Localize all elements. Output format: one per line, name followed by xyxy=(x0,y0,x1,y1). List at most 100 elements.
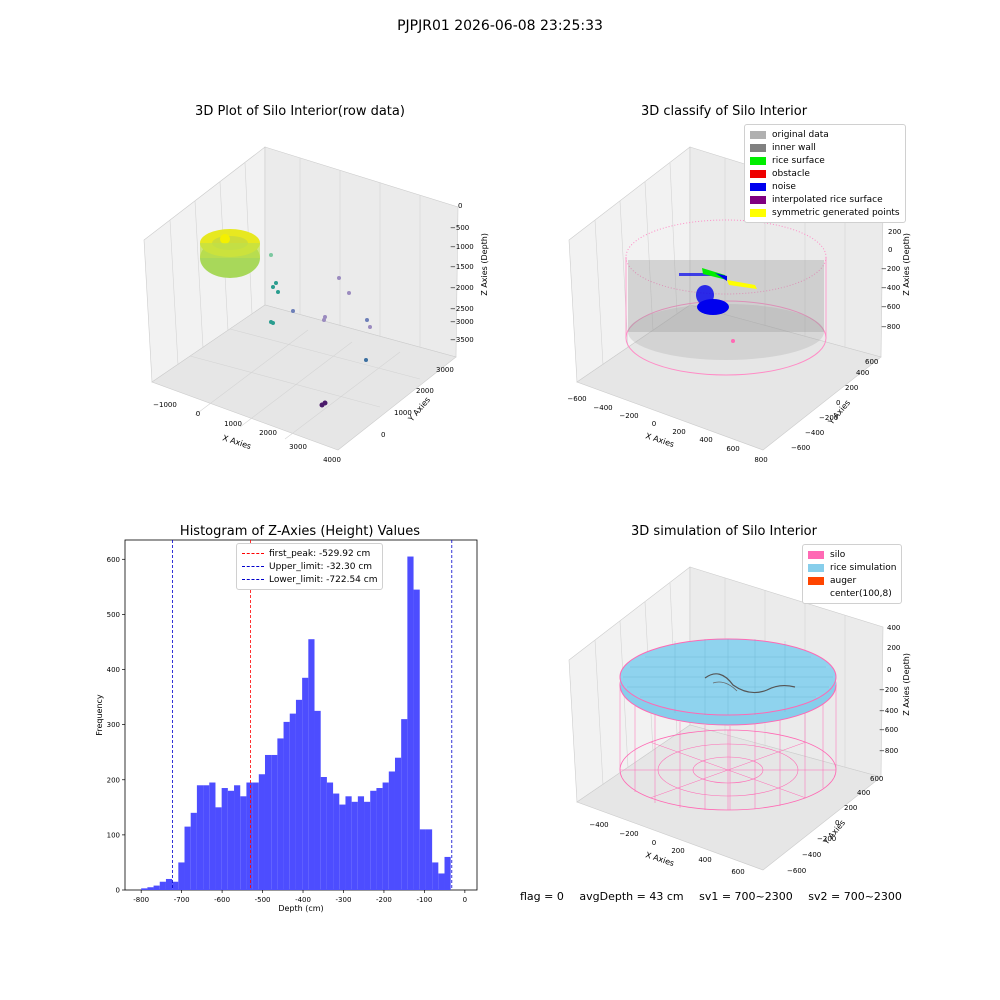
classify-xtick: 800 xyxy=(754,456,767,464)
histogram-ytick-label: 0 xyxy=(116,887,120,895)
simulation-xtick: 0 xyxy=(652,839,656,847)
simulation-plot-title: 3D simulation of Silo Interior xyxy=(631,524,817,539)
classify-ztick: −200 xyxy=(881,265,900,273)
simulation-axis-ticks: −400 −200 0 200 400 600 −600 −400 −200 0… xyxy=(589,624,900,876)
avg-depth-readout: avgDepth = 43 cm xyxy=(579,890,684,903)
histogram-bar xyxy=(326,782,334,890)
raw-xtick: 4000 xyxy=(323,456,341,464)
histogram-bar xyxy=(277,738,284,890)
simulation-xtick: 400 xyxy=(698,856,711,864)
raw-xtick: 3000 xyxy=(289,443,307,451)
simulation-zlabel: Z Axies (Depth) xyxy=(902,653,911,716)
simulation-legend: silo rice simulation auger center(100,8) xyxy=(802,544,903,604)
legend-entry: auger xyxy=(808,574,896,587)
histogram-xtick-label: 0 xyxy=(463,896,467,904)
histogram-bar xyxy=(444,856,451,890)
raw-3d-plot: −1000 0 1000 2000 3000 4000 0 1000 2000 … xyxy=(143,146,489,464)
legend-entry: silo xyxy=(808,548,896,561)
histogram-bar xyxy=(264,754,272,890)
legend-entry: first_peak: -529.92 cm xyxy=(242,547,377,560)
simulation-ztick: −400 xyxy=(879,707,898,715)
simulation-rice-surface xyxy=(619,638,837,726)
legend-swatch xyxy=(750,182,766,191)
raw-ztick: −2500 xyxy=(450,305,474,313)
legend-swatch xyxy=(750,169,766,178)
legend-entry: Lower_limit: -722.54 cm xyxy=(242,573,377,586)
simulation-ztick: −200 xyxy=(879,686,898,694)
flag-readout: flag = 0 xyxy=(520,890,564,903)
raw-outlier-points xyxy=(269,253,372,408)
legend-label: first_peak: -529.92 cm xyxy=(269,548,371,559)
histogram-ytick-label: 600 xyxy=(107,556,120,564)
histogram-bar xyxy=(271,754,278,890)
histogram-xtick-label: -500 xyxy=(255,896,271,904)
raw-ztick: 0 xyxy=(458,202,462,210)
simulation-xtick: −400 xyxy=(589,821,608,829)
legend-label: Upper_limit: -32.30 cm xyxy=(269,561,373,572)
histogram-bar xyxy=(209,782,216,890)
legend-label: center(100,8) xyxy=(830,588,892,599)
histogram-bar xyxy=(302,677,309,890)
histogram-bar xyxy=(252,782,259,890)
histogram-bar xyxy=(351,801,358,890)
legend-label: rice surface xyxy=(772,155,825,166)
simulation-ztick: −800 xyxy=(879,747,898,755)
histogram-bar xyxy=(196,785,204,890)
legend-label: interpolated rice surface xyxy=(772,194,883,205)
histogram-bar xyxy=(401,719,408,890)
legend-entry: original data xyxy=(750,128,900,141)
classify-axis-ticks: −600 −400 −200 0 200 400 600 800 −600 −4… xyxy=(567,209,901,464)
simulation-3d-plot: −400 −200 0 200 400 600 −600 −400 −200 0… xyxy=(568,566,911,876)
classify-ytick: −400 xyxy=(805,429,824,437)
legend-label: Lower_limit: -722.54 cm xyxy=(269,574,378,585)
legend-swatch xyxy=(242,579,264,580)
legend-entry: inner wall xyxy=(750,141,900,154)
classify-xtick: 600 xyxy=(726,445,739,453)
histogram-bar xyxy=(345,796,352,890)
histogram-bar xyxy=(184,826,191,890)
simulation-ztick: −600 xyxy=(879,726,898,734)
histogram-bar xyxy=(215,807,222,890)
legend-swatch xyxy=(808,590,824,598)
raw-3d-panes xyxy=(143,146,459,451)
histogram-chart: -800 -700 -600 -500 -400 -300 -200 -100 0 0 100 20… xyxy=(95,539,478,913)
simulation-ytick: −400 xyxy=(802,851,821,859)
simulation-xtick: −200 xyxy=(619,830,638,838)
histogram-bar xyxy=(394,757,402,890)
legend-label: silo xyxy=(830,549,846,560)
histogram-bar xyxy=(308,639,315,890)
histogram-bar xyxy=(178,862,185,890)
classify-ztick: 0 xyxy=(888,246,892,254)
raw-axis-ticks: −1000 0 1000 2000 3000 4000 0 1000 2000 … xyxy=(153,202,474,464)
classify-3d-plot: −600 −400 −200 0 200 400 600 800 −600 −4… xyxy=(567,146,911,464)
histogram-bar xyxy=(320,777,327,890)
histogram-bar xyxy=(221,788,228,890)
classify-ytick: −600 xyxy=(791,444,810,452)
histogram-xtick-label: -800 xyxy=(133,896,149,904)
histogram-ytick-label: 300 xyxy=(107,721,120,729)
histogram-bar xyxy=(295,699,303,890)
raw-xtick: 2000 xyxy=(259,429,277,437)
sv1-readout: sv1 = 700~2300 xyxy=(699,890,793,903)
histogram-bar xyxy=(438,873,445,890)
classify-xtick: −200 xyxy=(619,412,638,420)
classify-ytick: 0 xyxy=(836,399,840,407)
histogram-ylabel: Frequency xyxy=(95,694,104,736)
classify-xtick: −400 xyxy=(593,404,612,412)
classify-plot-title: 3D classify of Silo Interior xyxy=(640,104,808,119)
legend-label: auger xyxy=(830,575,857,586)
histogram-xtick-label: -600 xyxy=(214,896,230,904)
legend-label: original data xyxy=(772,129,829,140)
raw-ztick: −2000 xyxy=(450,284,474,292)
histogram-vlines xyxy=(172,540,453,890)
histogram-ytick-label: 400 xyxy=(107,666,120,674)
status-footer: flag = 0 avgDepth = 43 cm sv1 = 700~2300… xyxy=(520,890,914,903)
histogram-bar xyxy=(382,782,389,890)
histogram-bar xyxy=(283,721,290,890)
classify-xlabel: X Axies xyxy=(644,431,675,449)
histogram-bar xyxy=(333,793,340,890)
raw-ztick: −3000 xyxy=(450,318,474,326)
legend-swatch xyxy=(750,195,766,204)
histogram-bar xyxy=(190,812,197,890)
raw-xtick: 1000 xyxy=(224,420,242,428)
